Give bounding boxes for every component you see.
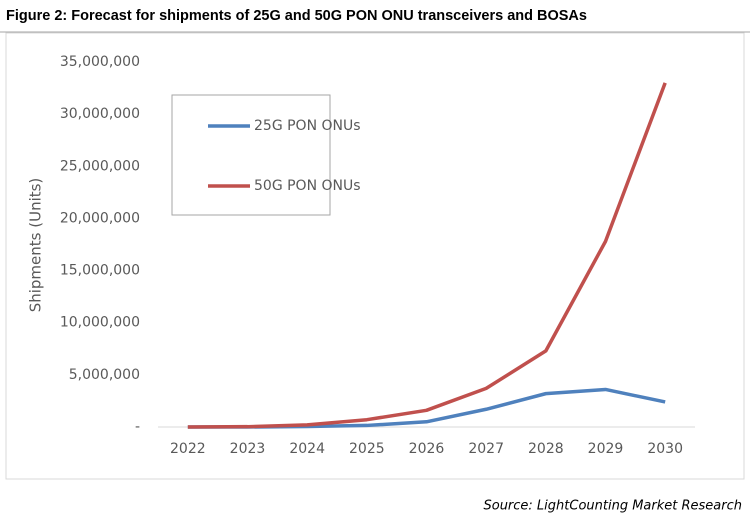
y-axis-label: Shipments (Units) — [27, 178, 45, 313]
y-tick-label: 15,000,000 — [60, 263, 140, 279]
x-tick-label: 2028 — [528, 441, 564, 457]
x-tick-label: 2025 — [349, 441, 385, 457]
legend-label: 50G PON ONUs — [254, 178, 361, 194]
legend-label: 25G PON ONUs — [254, 118, 361, 134]
y-tick-label: 25,000,000 — [60, 158, 140, 174]
x-tick-label: 2026 — [409, 441, 445, 457]
y-tick-label: 5,000,000 — [69, 367, 140, 383]
legend — [171, 94, 331, 216]
y-tick-label: 30,000,000 — [60, 106, 140, 122]
x-tick-label: 2022 — [170, 441, 206, 457]
source-note: Source: LightCounting Market Research — [483, 499, 742, 514]
x-tick-label: 2030 — [647, 441, 683, 457]
x-tick-label: 2029 — [588, 441, 624, 457]
x-tick-label: 2023 — [230, 441, 266, 457]
series-line — [187, 82, 667, 429]
y-tick-label: 35,000,000 — [60, 54, 140, 70]
y-tick-label: 10,000,000 — [60, 315, 140, 331]
y-tick-label: - — [135, 419, 140, 435]
x-tick-label: 2027 — [468, 441, 504, 457]
series-line — [187, 387, 666, 429]
chart-title: Figure 2: Forecast for shipments of 25G … — [6, 8, 587, 24]
chart-frame — [5, 32, 745, 480]
x-tick-label: 2024 — [289, 441, 325, 457]
y-tick-label: 20,000,000 — [60, 210, 140, 226]
